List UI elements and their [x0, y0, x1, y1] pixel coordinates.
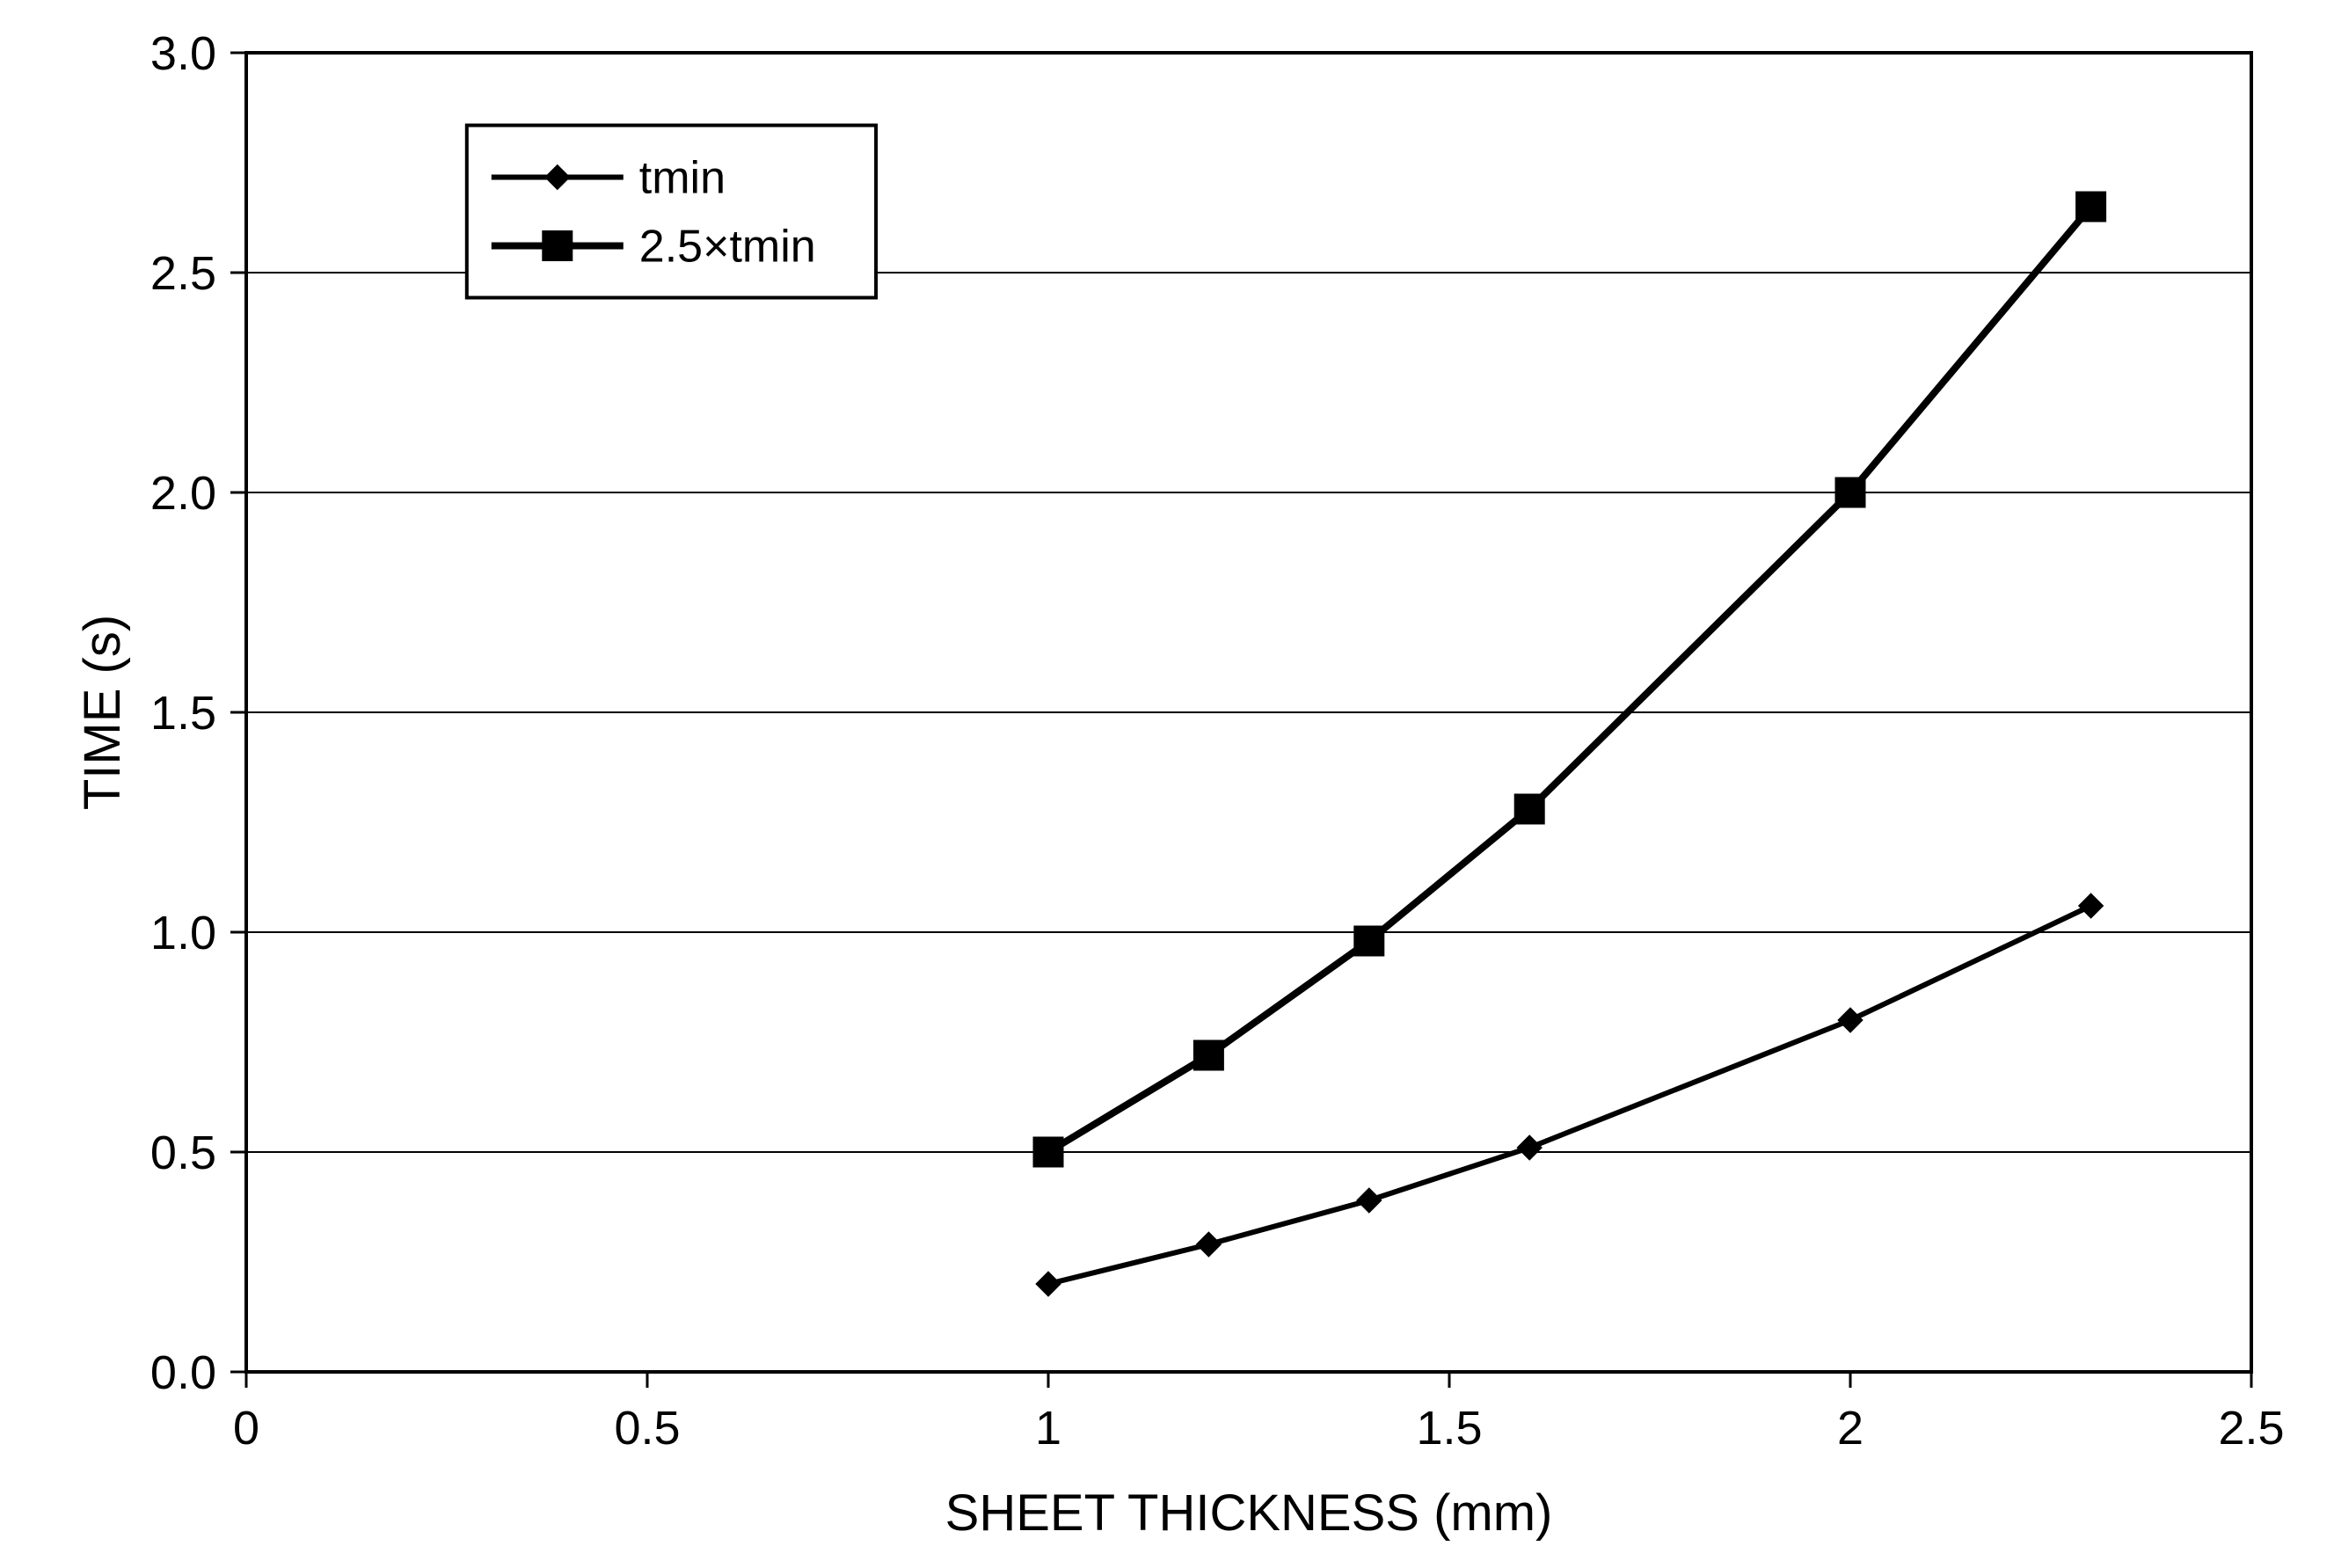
- series-marker-2.5_tmin: [1514, 794, 1544, 824]
- x-tick-label: 1: [1035, 1402, 1061, 1455]
- y-tick-label: 3.0: [150, 27, 216, 80]
- x-tick-label: 1.5: [1416, 1402, 1482, 1455]
- y-tick-label: 0.5: [150, 1127, 216, 1179]
- legend-label-tmin: tmin: [639, 153, 726, 204]
- x-tick-label: 2: [1837, 1402, 1864, 1455]
- series-marker-2.5_tmin: [1033, 1137, 1063, 1167]
- legend-label-2.5_tmin: 2.5×tmin: [639, 222, 816, 273]
- y-tick-label: 0.0: [150, 1346, 216, 1399]
- series-marker-2.5_tmin: [1193, 1040, 1223, 1070]
- x-tick-label: 2.5: [2218, 1402, 2284, 1455]
- y-tick-label: 1.5: [150, 687, 216, 740]
- x-tick-label: 0.5: [614, 1402, 680, 1455]
- chart-container: 0 0.5 1 1.5 2 2.5 0.0 0.5 1.0 1.5 2.0 2.5 3.0 SHEET T…: [0, 0, 2334, 1568]
- y-tick-label: 1.0: [150, 907, 216, 959]
- chart-bg: [0, 0, 2334, 1568]
- y-tick-label: 2.5: [150, 247, 216, 300]
- x-tick-label: 0: [233, 1402, 259, 1455]
- y-tick-label: 2.0: [150, 467, 216, 520]
- legend: tmin 2.5×tmin: [467, 126, 876, 298]
- series-marker-2.5_tmin: [1354, 926, 1384, 956]
- y-axis-title: TIME (s): [74, 615, 131, 810]
- x-axis-title: SHEET THICKNESS (mm): [945, 1484, 1553, 1542]
- series-marker-2.5_tmin: [2076, 192, 2106, 222]
- line-chart: 0 0.5 1 1.5 2 2.5 0.0 0.5 1.0 1.5 2.0 2.5 3.0 SHEET T…: [0, 0, 2334, 1568]
- series-marker-2.5_tmin: [1835, 478, 1865, 507]
- legend-marker-2.5_tmin: [543, 231, 573, 261]
